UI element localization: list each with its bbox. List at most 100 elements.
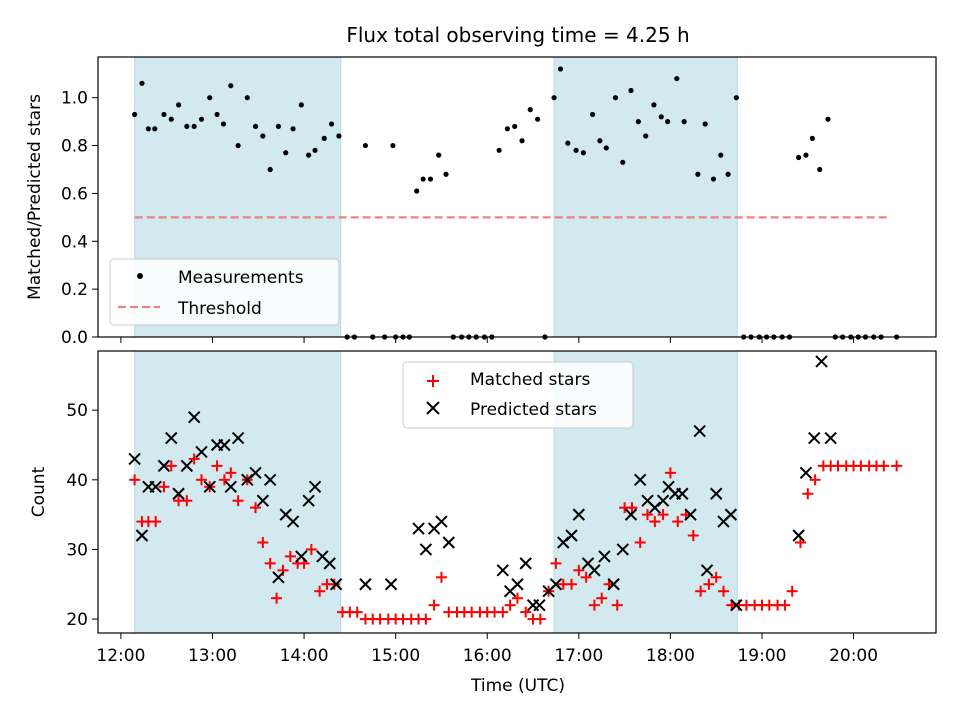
measurement-point	[267, 166, 273, 173]
matched-point	[649, 516, 661, 528]
predicted-point	[549, 578, 563, 591]
measurement-point	[496, 147, 502, 153]
predicted-point	[286, 515, 300, 528]
measurement-point	[207, 95, 213, 101]
measurement-point	[414, 188, 420, 194]
measurement-point	[145, 126, 151, 132]
matched-point	[218, 474, 230, 486]
measurement-point	[651, 102, 657, 108]
predicted-point	[224, 480, 238, 493]
matched-point	[284, 550, 296, 562]
measurement-point	[198, 116, 205, 122]
top-panel: 0.0 0.2 0.4 0.6 0.8 1.0 Matched/Predicted sta…	[25, 56, 937, 348]
measurement-point	[681, 119, 687, 125]
measurement-point	[362, 142, 369, 149]
measurement-point	[252, 123, 259, 130]
bottom-xtick-label: 15:00	[371, 646, 420, 666]
predicted-point	[792, 529, 805, 542]
predicted-point	[511, 578, 524, 591]
top-points	[132, 66, 900, 340]
matched-point	[420, 613, 432, 625]
matched-point	[158, 481, 170, 493]
measurement-point	[635, 119, 641, 125]
matched-point	[211, 460, 223, 472]
matched-point	[703, 578, 715, 590]
matched-point	[165, 460, 177, 472]
matched-point	[129, 474, 141, 486]
predicted-point	[295, 550, 308, 563]
top-legend: Measurements Threshold	[109, 258, 340, 326]
measurement-point	[809, 135, 815, 141]
measurement-point	[710, 176, 717, 182]
predicted-point	[249, 466, 262, 480]
predicted-point	[700, 564, 714, 577]
bottom-xtick-label: 14:00	[280, 646, 329, 666]
measurement-point	[420, 176, 426, 182]
bottom-ytick-label: 50	[66, 401, 88, 421]
measurement-point	[260, 133, 266, 139]
predicted-point	[172, 487, 185, 500]
predicted-point	[624, 508, 638, 521]
matched-point	[794, 536, 806, 548]
predicted-point	[384, 578, 398, 591]
bottom-panel: 20 30 40 50 12:00 13:00 14:00 15:00 16:00 17:00 18…	[29, 350, 937, 696]
matched-point	[565, 578, 577, 590]
measurement-point	[443, 171, 449, 177]
measurement-point	[152, 126, 158, 132]
measurement-point	[298, 102, 304, 108]
measurement-point	[803, 152, 809, 158]
measurement-point	[244, 95, 250, 101]
legend-measurements-label: Measurements	[178, 268, 304, 288]
bottom-xtick-label: 17:00	[554, 646, 603, 666]
measurement-point	[512, 123, 518, 130]
matched-point	[588, 599, 600, 611]
measurement-point	[275, 123, 282, 130]
measurement-point	[658, 114, 664, 120]
measurement-point	[427, 176, 434, 182]
matched-point	[802, 488, 814, 500]
predicted-point	[308, 480, 322, 493]
bottom-xtick-label: 16:00	[463, 646, 512, 666]
matched-point	[428, 599, 440, 611]
bottom-xtick-label: 18:00	[646, 646, 695, 666]
measurement-point	[519, 138, 525, 144]
measurement-point	[191, 123, 197, 130]
predicted-point	[218, 438, 231, 452]
matched-point	[497, 606, 509, 618]
measurement-point	[139, 80, 145, 86]
measurement-point	[321, 135, 327, 141]
bottom-legend: Matched stars Predicted stars	[402, 361, 634, 429]
measurement-point	[161, 111, 167, 118]
legend-predicted-marker	[426, 401, 440, 415]
measurement-point	[290, 126, 296, 132]
measurement-point	[220, 121, 227, 127]
predicted-point	[824, 431, 837, 445]
matched-point	[314, 585, 326, 597]
predicted-point	[496, 564, 510, 577]
matched-point	[181, 495, 193, 507]
measurement-point	[817, 166, 823, 173]
measurement-point	[132, 111, 138, 118]
measurement-point	[175, 102, 182, 108]
predicted-point	[598, 550, 611, 563]
measurement-point	[603, 145, 609, 151]
matched-point	[271, 592, 283, 604]
predicted-point	[323, 557, 336, 570]
bottom-xlabel: Time (UTC)	[470, 676, 565, 696]
bottom-axes-frame	[97, 350, 937, 634]
predicted-point	[329, 578, 343, 591]
predicted-point	[572, 508, 586, 521]
matched-point	[435, 571, 447, 583]
matched-point	[626, 502, 638, 514]
top-ytick-label: 0.0	[61, 328, 88, 348]
bottom-xtick-label: 19:00	[737, 646, 786, 666]
matched-point	[611, 599, 623, 611]
predicted-point	[272, 571, 285, 584]
legend-measurements-marker	[137, 273, 143, 279]
predicted-point	[676, 487, 689, 500]
matched-point	[257, 536, 269, 548]
bottom-ytick-label: 30	[66, 540, 88, 560]
matched-point	[657, 509, 669, 521]
measurement-point	[436, 152, 442, 158]
measurement-point	[390, 142, 396, 149]
